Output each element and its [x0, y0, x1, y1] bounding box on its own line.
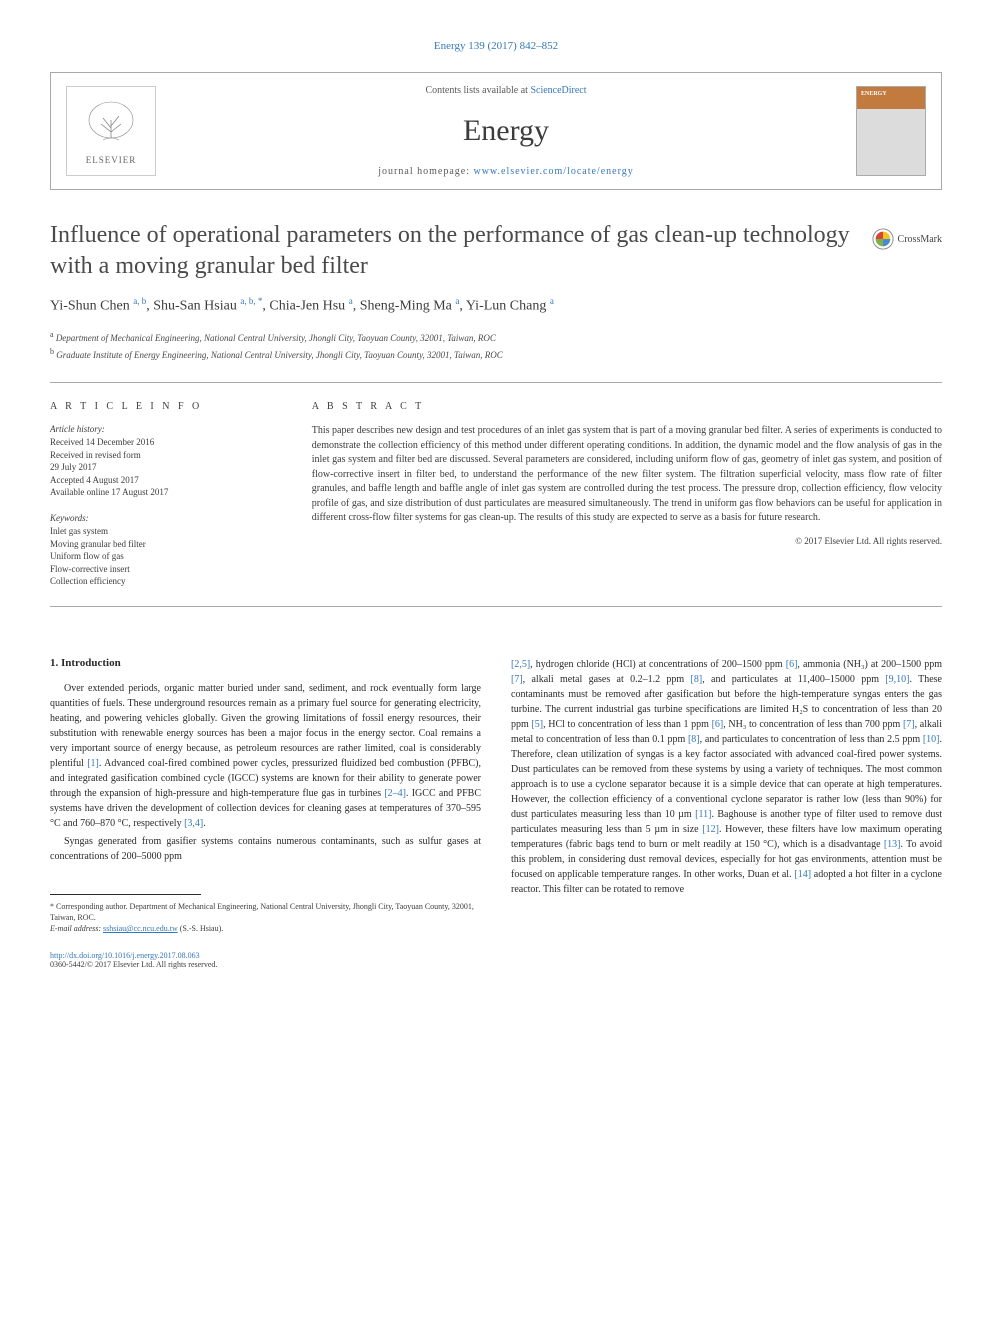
- history-item: Received in revised form: [50, 449, 280, 462]
- abstract-column: A B S T R A C T This paper describes new…: [300, 401, 942, 588]
- affiliation: b Graduate Institute of Energy Engineeri…: [50, 346, 942, 363]
- header-center: Contents lists available at ScienceDirec…: [156, 85, 856, 177]
- contents-line: Contents lists available at ScienceDirec…: [156, 85, 856, 96]
- p2a: Syngas generated from gasifier systems c…: [50, 836, 481, 862]
- ref-12[interactable]: [12]: [702, 824, 719, 835]
- elsevier-tree-icon: [81, 98, 141, 153]
- crossmark-badge[interactable]: CrossMark: [872, 228, 942, 250]
- ref-7[interactable]: [7]: [511, 674, 523, 685]
- keyword: Inlet gas system: [50, 525, 280, 538]
- journal-header: ELSEVIER Contents lists available at Sci…: [50, 72, 942, 190]
- contents-text: Contents lists available at: [425, 85, 530, 96]
- email-suffix: (S.-S. Hsiau).: [178, 924, 224, 933]
- intro-p2: Syngas generated from gasifier systems c…: [50, 834, 481, 864]
- email-label: E-mail address:: [50, 924, 103, 933]
- article-info: A R T I C L E I N F O Article history: R…: [50, 401, 300, 588]
- affiliations: a Department of Mechanical Engineering, …: [50, 329, 942, 362]
- body-col-left: 1. Introduction Over extended periods, o…: [50, 657, 481, 969]
- crossmark-label: CrossMark: [898, 234, 942, 245]
- intro-heading: 1. Introduction: [50, 657, 481, 669]
- title-row: Influence of operational parameters on t…: [50, 220, 942, 282]
- history-item: Available online 17 August 2017: [50, 486, 280, 499]
- ref-5b[interactable]: [5]: [531, 719, 543, 730]
- history-item: Received 14 December 2016: [50, 436, 280, 449]
- ref-10[interactable]: [10]: [923, 734, 940, 745]
- authors: Yi-Shun Chen a, b, Shu-San Hsiau a, b, *…: [50, 296, 942, 315]
- history-item: 29 July 2017: [50, 461, 280, 474]
- abstract-text: This paper describes new design and test…: [312, 424, 942, 526]
- sciencedirect-link[interactable]: ScienceDirect: [530, 85, 586, 96]
- issn-copyright: 0360-5442/© 2017 Elsevier Ltd. All right…: [50, 960, 481, 969]
- c1d: , alkali metal gases at 0.2–1.2 ppm: [523, 674, 691, 685]
- elsevier-text: ELSEVIER: [86, 155, 137, 165]
- ref-2-4[interactable]: [2–4]: [384, 788, 406, 799]
- ref-1[interactable]: [1]: [87, 758, 99, 769]
- footnote-email: E-mail address: sshsiau@cc.ncu.edu.tw (S…: [50, 923, 481, 934]
- homepage-label: journal homepage:: [378, 166, 473, 177]
- col2-p1: [2,5], hydrogen chloride (HCl) at concen…: [511, 657, 942, 897]
- ref-2-5[interactable]: [2,5]: [511, 659, 530, 670]
- abstract-copyright: © 2017 Elsevier Ltd. All rights reserved…: [312, 536, 942, 546]
- ref-8[interactable]: [8]: [691, 674, 703, 685]
- ref-11[interactable]: [11]: [695, 809, 711, 820]
- keywords-label: Keywords:: [50, 513, 280, 523]
- ref-7b[interactable]: [7]: [903, 719, 915, 730]
- footnote-separator: [50, 894, 201, 895]
- homepage-link[interactable]: www.elsevier.com/locate/energy: [473, 166, 633, 177]
- history-item: Accepted 4 August 2017: [50, 474, 280, 487]
- cover-brand: ENERGY: [861, 91, 887, 97]
- c1j: , and particulates to concentration of l…: [700, 734, 923, 745]
- keyword: Collection efficiency: [50, 575, 280, 588]
- body-columns: 1. Introduction Over extended periods, o…: [50, 657, 942, 969]
- ref-8b[interactable]: [8]: [688, 734, 700, 745]
- journal-cover-thumb: ENERGY: [856, 86, 926, 176]
- abstract-heading: A B S T R A C T: [312, 401, 942, 412]
- ref-9-10[interactable]: [9,10]: [885, 674, 909, 685]
- c1e: , and particulates at 11,400–15000 ppm: [702, 674, 885, 685]
- header-citation: Energy 139 (2017) 842–852: [50, 40, 942, 52]
- p1d: .: [203, 818, 206, 829]
- c1g: , HCl to concentration of less than 1 pp…: [543, 719, 711, 730]
- c1h: , NH₃ to concentration of less than 700 …: [723, 719, 903, 730]
- article-info-heading: A R T I C L E I N F O: [50, 401, 280, 412]
- footnote-corresp: * Corresponding author. Department of Me…: [50, 901, 481, 923]
- c1b: , hydrogen chloride (HCl) at concentrati…: [530, 659, 786, 670]
- ref-13[interactable]: [13]: [884, 839, 901, 850]
- ref-6b[interactable]: [6]: [712, 719, 724, 730]
- p1a: Over extended periods, organic matter bu…: [50, 683, 481, 769]
- doi-link[interactable]: http://dx.doi.org/10.1016/j.energy.2017.…: [50, 951, 481, 960]
- history-label: Article history:: [50, 424, 280, 434]
- ref-3-4[interactable]: [3,4]: [184, 818, 203, 829]
- email-link[interactable]: sshsiau@cc.ncu.edu.tw: [103, 924, 178, 933]
- crossmark-icon: [872, 228, 894, 250]
- ref-6[interactable]: [6]: [786, 659, 798, 670]
- c1k: . Therefore, clean utilization of syngas…: [511, 734, 942, 820]
- info-abstract-row: A R T I C L E I N F O Article history: R…: [50, 382, 942, 607]
- intro-p1: Over extended periods, organic matter bu…: [50, 681, 481, 831]
- keyword: Flow-corrective insert: [50, 563, 280, 576]
- keyword: Moving granular bed filter: [50, 538, 280, 551]
- journal-name: Energy: [156, 114, 856, 148]
- elsevier-logo: ELSEVIER: [66, 86, 156, 176]
- keyword: Uniform flow of gas: [50, 550, 280, 563]
- body-col-right: [2,5], hydrogen chloride (HCl) at concen…: [511, 657, 942, 969]
- affiliation: a Department of Mechanical Engineering, …: [50, 329, 942, 346]
- c1c: , ammonia (NH₃) at 200–1500 ppm: [797, 659, 942, 670]
- paper-title: Influence of operational parameters on t…: [50, 220, 857, 282]
- journal-homepage: journal homepage: www.elsevier.com/locat…: [156, 166, 856, 177]
- ref-14[interactable]: [14]: [794, 869, 811, 880]
